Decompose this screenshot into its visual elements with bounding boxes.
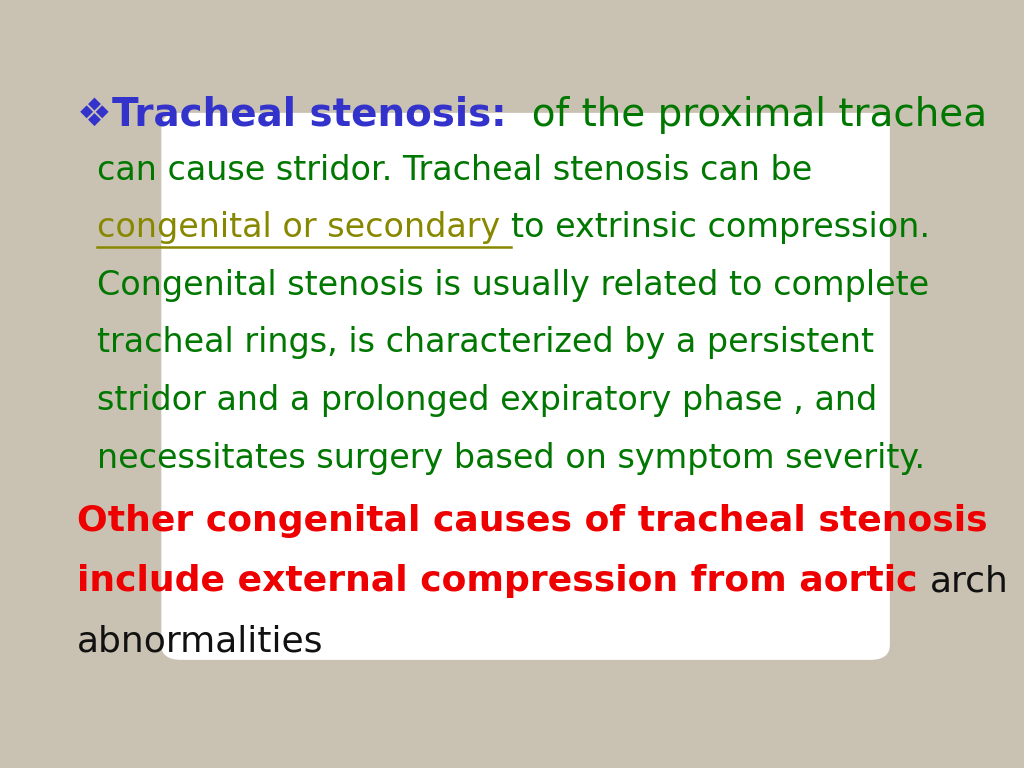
Text: abnormalities: abnormalities [77,624,324,658]
Text: necessitates surgery based on symptom severity.: necessitates surgery based on symptom se… [97,442,926,475]
Text: include external compression from aortic: include external compression from aortic [77,564,930,598]
Text: can cause stridor. Tracheal stenosis can be: can cause stridor. Tracheal stenosis can… [97,154,812,187]
Text: Other congenital causes of tracheal stenosis: Other congenital causes of tracheal sten… [77,505,987,538]
Text: congenital or secondary: congenital or secondary [97,211,511,244]
Text: ❖: ❖ [77,96,112,134]
Text: Tracheal stenosis: Tracheal stenosis [112,96,490,134]
Text: stridor and a prolonged expiratory phase , and: stridor and a prolonged expiratory phase… [97,384,878,417]
Text: to extrinsic compression.: to extrinsic compression. [511,211,930,244]
Text: Congenital stenosis is usually related to complete: Congenital stenosis is usually related t… [97,269,930,302]
Text: :: : [490,96,507,134]
Text: arch: arch [930,564,1009,598]
Text: of the proximal trachea: of the proximal trachea [507,96,987,134]
FancyBboxPatch shape [162,113,890,660]
Text: tracheal rings, is characterized by a persistent: tracheal rings, is characterized by a pe… [97,326,874,359]
